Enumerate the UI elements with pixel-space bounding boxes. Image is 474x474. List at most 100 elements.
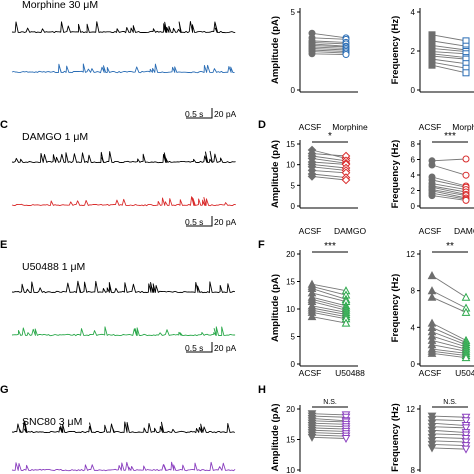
scale-time-label: 0.5 s (185, 343, 203, 353)
y-tick-label: 2 (411, 187, 416, 196)
pair-line (431, 176, 467, 187)
significance-label: * (328, 131, 332, 142)
baseline-trace (11, 280, 236, 294)
pair-line (311, 415, 347, 418)
pair-line (431, 195, 467, 201)
pair-line (431, 48, 467, 52)
y-axis-label: Amplitude (pA) (270, 16, 281, 84)
drug-point (462, 69, 470, 77)
pair-line (311, 434, 347, 437)
y-tick-label: 0 (291, 86, 296, 95)
y-tick-label: 15 (286, 140, 295, 149)
pair-line (431, 158, 467, 162)
pair-line (311, 37, 347, 40)
pair-line (311, 307, 347, 315)
y-tick-label: 0 (411, 360, 416, 369)
pair-line (311, 41, 347, 45)
pair-line (311, 53, 347, 56)
drug-trace (11, 196, 236, 207)
scale-bar (186, 108, 213, 119)
x-label-acsf: ACSF (419, 122, 442, 132)
y-tick-label: 0 (291, 360, 296, 369)
frequency-panel: 8 6 4 2 0 Frequency (Hz) *** ACSF DAMGO (390, 131, 474, 236)
y-tick-label: 8 (411, 466, 416, 474)
pair-line (311, 285, 347, 296)
pair-line (431, 322, 467, 341)
acsf-point (427, 292, 437, 301)
pair-line (431, 40, 467, 47)
acsf-point (427, 271, 437, 280)
significance-label: *** (444, 131, 456, 142)
panel-letter: G (0, 384, 9, 396)
y-tick-label: 20 (286, 250, 295, 259)
pair-line (431, 190, 467, 199)
acsf-point (307, 433, 317, 442)
scale-amp-label: 20 pA (214, 217, 237, 227)
acsf-point (307, 312, 317, 321)
pair-line (431, 58, 467, 65)
baseline-trace (11, 421, 235, 434)
drug-point (461, 353, 471, 362)
pair-line (431, 44, 467, 51)
y-tick-label: 10 (286, 305, 295, 314)
pair-line (431, 64, 467, 74)
pair-line (311, 153, 347, 157)
drug-point (461, 424, 471, 433)
y-axis-label: Frequency (Hz) (390, 403, 401, 472)
frequency-panel: 12 8 Frequency (Hz) N.S. (390, 399, 471, 474)
pair-line (431, 186, 467, 195)
pair-line (431, 443, 467, 447)
panel-letter: C (0, 119, 8, 131)
pair-line (431, 51, 467, 55)
scale-bar (186, 342, 213, 353)
pair-line (431, 189, 467, 197)
figure-row-2: C DAMGO 1 μM 0.5 s 20 pA D 15 10 5 0 Amplitude (p… (0, 119, 474, 236)
y-tick-label: 8 (411, 287, 416, 296)
pair-line (311, 296, 347, 307)
pair-line (431, 327, 467, 343)
y-tick-label: 5 (291, 181, 296, 190)
y-axis-label: Amplitude (pA) (270, 274, 281, 342)
pair-line (431, 185, 467, 193)
pair-line (431, 344, 467, 352)
panel-letter: E (0, 239, 7, 251)
figure-row-1: Morphine 30 μM 0.5 s 20 pA 5 0 Amplitude (pA)… (11, 0, 474, 132)
x-label-drug: DAMGO (454, 226, 474, 236)
significance-label: N.S. (323, 399, 337, 406)
pair-line (311, 44, 347, 48)
y-axis-label: Frequency (Hz) (390, 140, 401, 209)
acsf-point (307, 172, 317, 181)
y-tick-label: 15 (286, 436, 295, 445)
pair-line (311, 311, 347, 320)
pair-line (311, 43, 347, 47)
pair-line (311, 309, 347, 318)
y-tick-label: 12 (406, 250, 415, 259)
panel-letter: D (258, 119, 266, 131)
drug-point (462, 155, 470, 163)
pair-line (431, 447, 467, 450)
pair-line (311, 32, 347, 39)
pair-line (311, 51, 347, 54)
pair-line (431, 352, 467, 359)
pair-line (311, 40, 347, 43)
pair-line (431, 179, 467, 188)
pair-line (311, 436, 347, 439)
drug-label: U50488 1 μM (22, 261, 85, 273)
pair-line (311, 163, 347, 169)
pair-line (311, 46, 347, 49)
scale-bar (186, 216, 213, 227)
y-tick-label: 5 (291, 333, 296, 342)
pair-line (311, 413, 347, 416)
baseline-trace (11, 150, 236, 164)
pair-line (431, 331, 467, 346)
drug-trace (11, 63, 235, 74)
significance-label: N.S. (443, 399, 457, 406)
x-label-drug: DAMGO (334, 226, 367, 236)
amplitude-panel: H 20 15 10 Amplitude (pA) N.S. (258, 384, 351, 474)
y-tick-label: 6 (411, 156, 416, 165)
pair-line (431, 429, 467, 434)
y-tick-label: 12 (406, 405, 415, 414)
x-label-drug: U50488 (335, 368, 365, 378)
pair-line (311, 48, 347, 51)
pair-line (311, 301, 347, 311)
